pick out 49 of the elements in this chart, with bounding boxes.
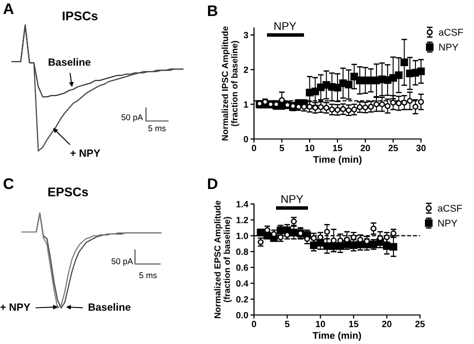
text: C: [4, 178, 14, 190]
y-tick-label: 3: [244, 32, 248, 38]
annotation: Baseline: [48, 58, 90, 66]
y-tick-label: 2: [244, 66, 248, 73]
annotation: NPY: [274, 22, 296, 30]
text: B: [208, 5, 218, 16]
x-tick-label: 5: [284, 320, 290, 328]
x-tick-label: 10: [305, 144, 314, 152]
chart-title: IPSCs: [62, 12, 98, 20]
chart-title: EPSCs: [48, 188, 88, 196]
x-axis-title: Time (min): [313, 156, 362, 165]
text: NPY: [281, 195, 304, 203]
x-tick-label: 5: [280, 144, 284, 152]
x-axis-title: Time (min): [312, 332, 362, 341]
y-axis-title: Normalized IPSC Amplitude (fraction of baseline): [222, 26, 240, 140]
legend-label: NPY: [439, 44, 458, 50]
y-tick-label: 0.4: [236, 280, 248, 287]
y-tick-label: 0.8: [236, 248, 248, 255]
annotation: + NPY: [0, 304, 30, 311]
annotation: 5 ms: [139, 272, 157, 278]
y-tick-label: 1: [244, 101, 248, 108]
x-tick-label: 0: [252, 320, 256, 328]
x-tick-label: 30: [416, 144, 426, 152]
legend-label: aCSF: [438, 204, 462, 212]
annotation: 50 pA: [122, 114, 143, 122]
x-tick-label: 25: [388, 144, 398, 152]
x-tick-label: 0: [252, 144, 256, 152]
annotation: Baseline: [88, 303, 130, 311]
y-tick-label: 0.0: [236, 312, 248, 318]
annotation: + NPY: [70, 150, 100, 157]
x-tick-label: 10: [316, 320, 326, 328]
x-tick-label: 15: [349, 320, 358, 328]
legend-label: aCSF: [438, 28, 463, 36]
legend-label: NPY: [438, 220, 458, 226]
y-tick-label: 0.2: [236, 296, 248, 303]
y-tick-label: 0: [244, 136, 248, 142]
x-tick-label: 25: [415, 320, 425, 328]
annotation: 5 ms: [148, 125, 166, 132]
y-axis-title: Normalized EPSC Amplitude (fraction of baseline): [214, 200, 232, 318]
y-tick-label: 1.2: [236, 216, 248, 224]
y-tick-label: 1.4: [236, 201, 248, 208]
y-tick-label: 0.6: [236, 264, 248, 271]
y-tick-label: 1.0: [236, 232, 248, 240]
annotation: 50 pA: [112, 258, 133, 266]
text: D: [208, 178, 218, 189]
x-tick-label: 20: [360, 144, 370, 152]
text: A: [3, 3, 14, 14]
x-tick-label: 20: [382, 320, 392, 328]
x-tick-label: 15: [333, 144, 342, 152]
